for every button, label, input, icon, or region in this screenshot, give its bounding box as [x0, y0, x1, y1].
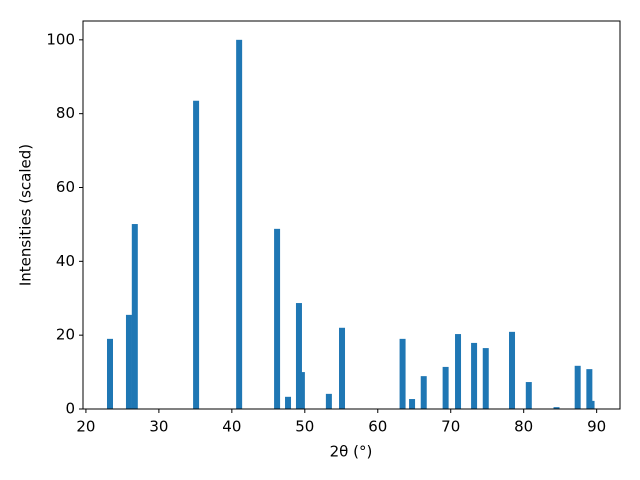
- bar: [509, 331, 516, 409]
- x-tick-label: 90: [587, 418, 606, 436]
- y-tick-label: 80: [56, 104, 75, 122]
- bar: [442, 366, 449, 409]
- plot-frame: [82, 20, 621, 410]
- y-axis-label: Intensities (scaled): [17, 144, 35, 286]
- bar: [471, 342, 478, 409]
- bar: [525, 382, 532, 409]
- y-tick-label: 100: [46, 30, 75, 48]
- x-tick-label: 30: [149, 418, 168, 436]
- bar: [125, 314, 132, 409]
- bar: [298, 372, 305, 409]
- x-axis-label: 2θ (°): [330, 443, 373, 461]
- bar: [409, 399, 416, 409]
- x-tick-label: 60: [368, 418, 387, 436]
- bar: [482, 348, 489, 409]
- y-tick-label: 20: [56, 326, 75, 344]
- bar: [274, 228, 281, 409]
- bar: [455, 334, 462, 409]
- bar: [339, 327, 346, 409]
- y-tick-label: 40: [56, 252, 75, 270]
- bar: [106, 338, 113, 409]
- bar: [586, 369, 593, 409]
- bar: [399, 338, 406, 409]
- bar: [325, 393, 332, 409]
- x-tick-label: 20: [76, 418, 95, 436]
- y-tick-label: 0: [65, 400, 75, 418]
- bar: [236, 39, 243, 409]
- x-tick-label: 80: [514, 418, 533, 436]
- x-tick-label: 70: [441, 418, 460, 436]
- x-tick-label: 40: [222, 418, 241, 436]
- bar: [588, 400, 595, 409]
- bar: [193, 100, 200, 409]
- y-tick-label: 60: [56, 178, 75, 196]
- bar: [131, 224, 138, 409]
- x-tick-label: 50: [295, 418, 314, 436]
- bar: [285, 396, 292, 409]
- bar: [295, 303, 302, 409]
- bar: [553, 407, 560, 409]
- bar: [574, 365, 581, 409]
- bar: [420, 376, 427, 409]
